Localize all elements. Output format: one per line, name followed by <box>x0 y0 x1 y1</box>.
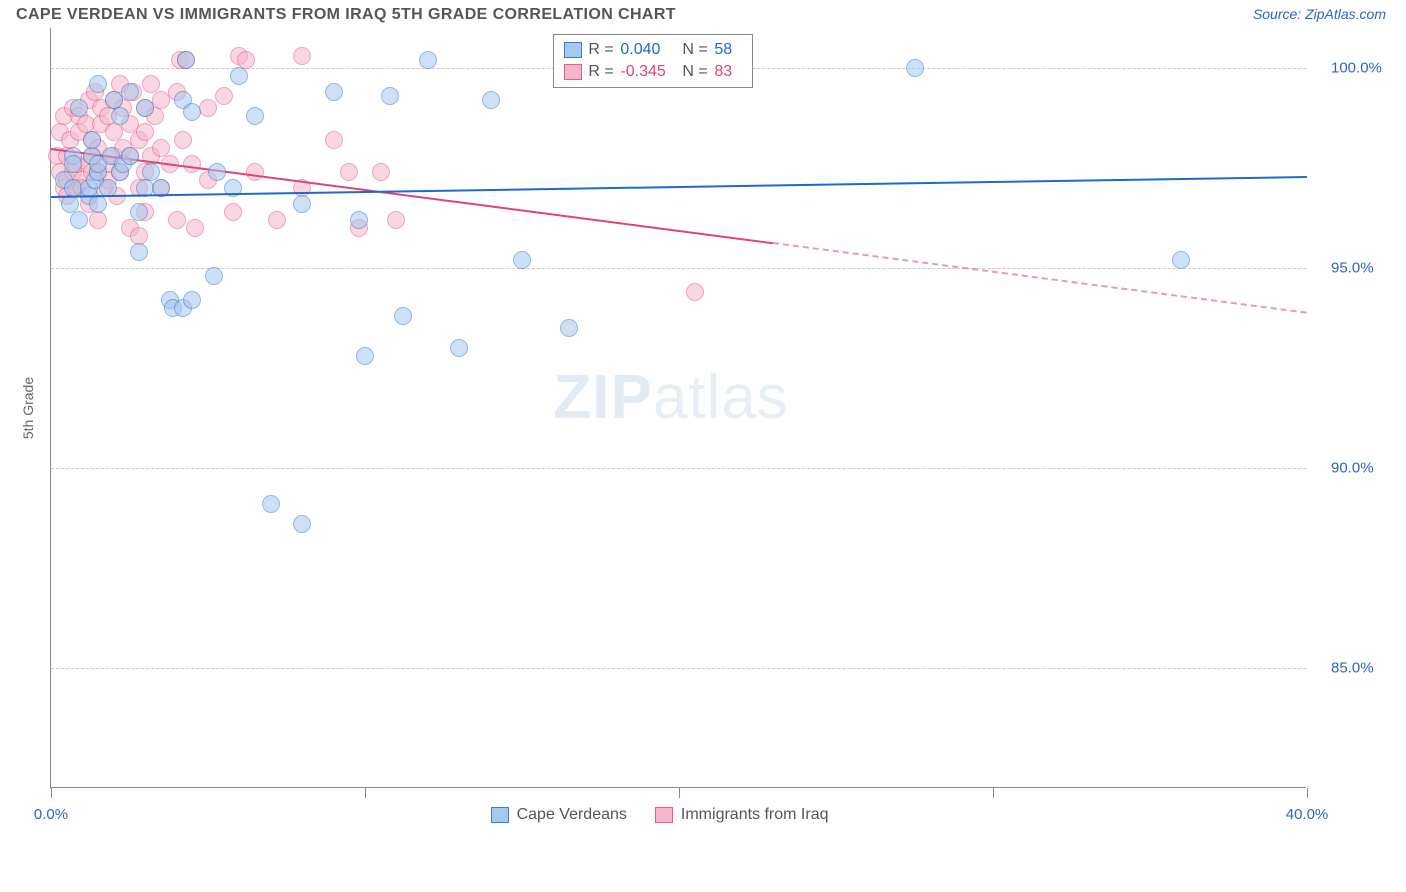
x-tick <box>365 788 366 798</box>
scatter-point-a <box>394 307 412 325</box>
scatter-point-a <box>130 203 148 221</box>
scatter-point-a <box>325 83 343 101</box>
stats-row: R = -0.345 N = 83 <box>564 61 742 83</box>
legend-label: Immigrants from Iraq <box>681 806 829 824</box>
chart-title: CAPE VERDEAN VS IMMIGRANTS FROM IRAQ 5TH… <box>16 6 676 24</box>
scatter-point-b <box>215 87 233 105</box>
stat-n-value: 58 <box>714 41 742 59</box>
scatter-point-b <box>372 163 390 181</box>
x-tick <box>679 788 680 798</box>
scatter-point-a <box>177 51 195 69</box>
legend-item: Immigrants from Iraq <box>655 806 829 824</box>
scatter-point-a <box>183 291 201 309</box>
scatter-point-a <box>70 99 88 117</box>
scatter-point-b <box>387 211 405 229</box>
scatter-point-b <box>325 131 343 149</box>
scatter-point-a <box>906 59 924 77</box>
stats-row: R = 0.040 N = 58 <box>564 39 742 61</box>
x-tick <box>51 788 52 798</box>
scatter-point-a <box>513 251 531 269</box>
gridline <box>51 668 1306 669</box>
scatter-point-a <box>262 495 280 513</box>
x-tick <box>1307 788 1308 798</box>
swatch-icon <box>491 807 509 823</box>
stat-n-label: N = <box>682 63 708 81</box>
plot-area: 85.0%90.0%95.0%100.0%0.0%40.0%ZIPatlasR … <box>50 28 1306 788</box>
scatter-point-b <box>268 211 286 229</box>
stat-n-label: N = <box>682 41 708 59</box>
source-credit: Source: ZipAtlas.com <box>1253 6 1386 22</box>
gridline <box>51 268 1306 269</box>
scatter-point-b <box>246 163 264 181</box>
scatter-point-b <box>136 123 154 141</box>
x-tick-label: 0.0% <box>34 806 68 823</box>
legend-label: Cape Verdeans <box>517 806 627 824</box>
watermark: ZIPatlas <box>553 362 788 433</box>
scatter-point-a <box>89 75 107 93</box>
x-tick <box>993 788 994 798</box>
scatter-point-a <box>130 243 148 261</box>
scatter-point-a <box>356 347 374 365</box>
scatter-point-a <box>293 195 311 213</box>
scatter-point-a <box>136 99 154 117</box>
stat-r-label: R = <box>588 41 614 59</box>
scatter-point-a <box>111 107 129 125</box>
y-axis-title: 5th Grade <box>20 377 36 439</box>
swatch-icon <box>564 42 582 58</box>
scatter-point-a <box>246 107 264 125</box>
scatter-point-a <box>230 67 248 85</box>
scatter-point-b <box>168 211 186 229</box>
scatter-point-a <box>381 87 399 105</box>
y-tick-label: 100.0% <box>1331 60 1382 77</box>
scatter-point-a <box>64 155 82 173</box>
stat-r-label: R = <box>588 63 614 81</box>
stat-r-value: -0.345 <box>620 63 676 81</box>
series-legend: Cape Verdeans Immigrants from Iraq <box>491 806 829 824</box>
swatch-icon <box>655 807 673 823</box>
scatter-point-a <box>70 211 88 229</box>
gridline <box>51 468 1306 469</box>
scatter-point-a <box>482 91 500 109</box>
scatter-point-a <box>350 211 368 229</box>
scatter-point-a <box>205 267 223 285</box>
scatter-point-a <box>560 319 578 337</box>
scatter-point-b <box>174 131 192 149</box>
scatter-point-a <box>450 339 468 357</box>
scatter-point-a <box>89 195 107 213</box>
trend-line-b <box>773 242 1307 314</box>
x-tick-label: 40.0% <box>1286 806 1329 823</box>
y-tick-label: 85.0% <box>1331 660 1374 677</box>
scatter-point-b <box>89 211 107 229</box>
scatter-point-a <box>1172 251 1190 269</box>
swatch-icon <box>564 64 582 80</box>
stats-legend: R = 0.040 N = 58 R = -0.345 N = 83 <box>553 34 753 88</box>
scatter-point-b <box>293 47 311 65</box>
scatter-point-a <box>121 83 139 101</box>
scatter-point-b <box>199 99 217 117</box>
legend-item: Cape Verdeans <box>491 806 627 824</box>
scatter-point-a <box>121 147 139 165</box>
scatter-point-a <box>83 131 101 149</box>
stat-r-value: 0.040 <box>620 41 676 59</box>
scatter-point-b <box>686 283 704 301</box>
scatter-point-b <box>340 163 358 181</box>
y-tick-label: 95.0% <box>1331 260 1374 277</box>
y-tick-label: 90.0% <box>1331 460 1374 477</box>
stat-n-value: 83 <box>714 63 742 81</box>
scatter-point-a <box>419 51 437 69</box>
scatter-point-b <box>224 203 242 221</box>
scatter-point-b <box>183 155 201 173</box>
scatter-point-a <box>208 163 226 181</box>
scatter-point-a <box>183 103 201 121</box>
scatter-point-b <box>186 219 204 237</box>
scatter-point-a <box>293 515 311 533</box>
